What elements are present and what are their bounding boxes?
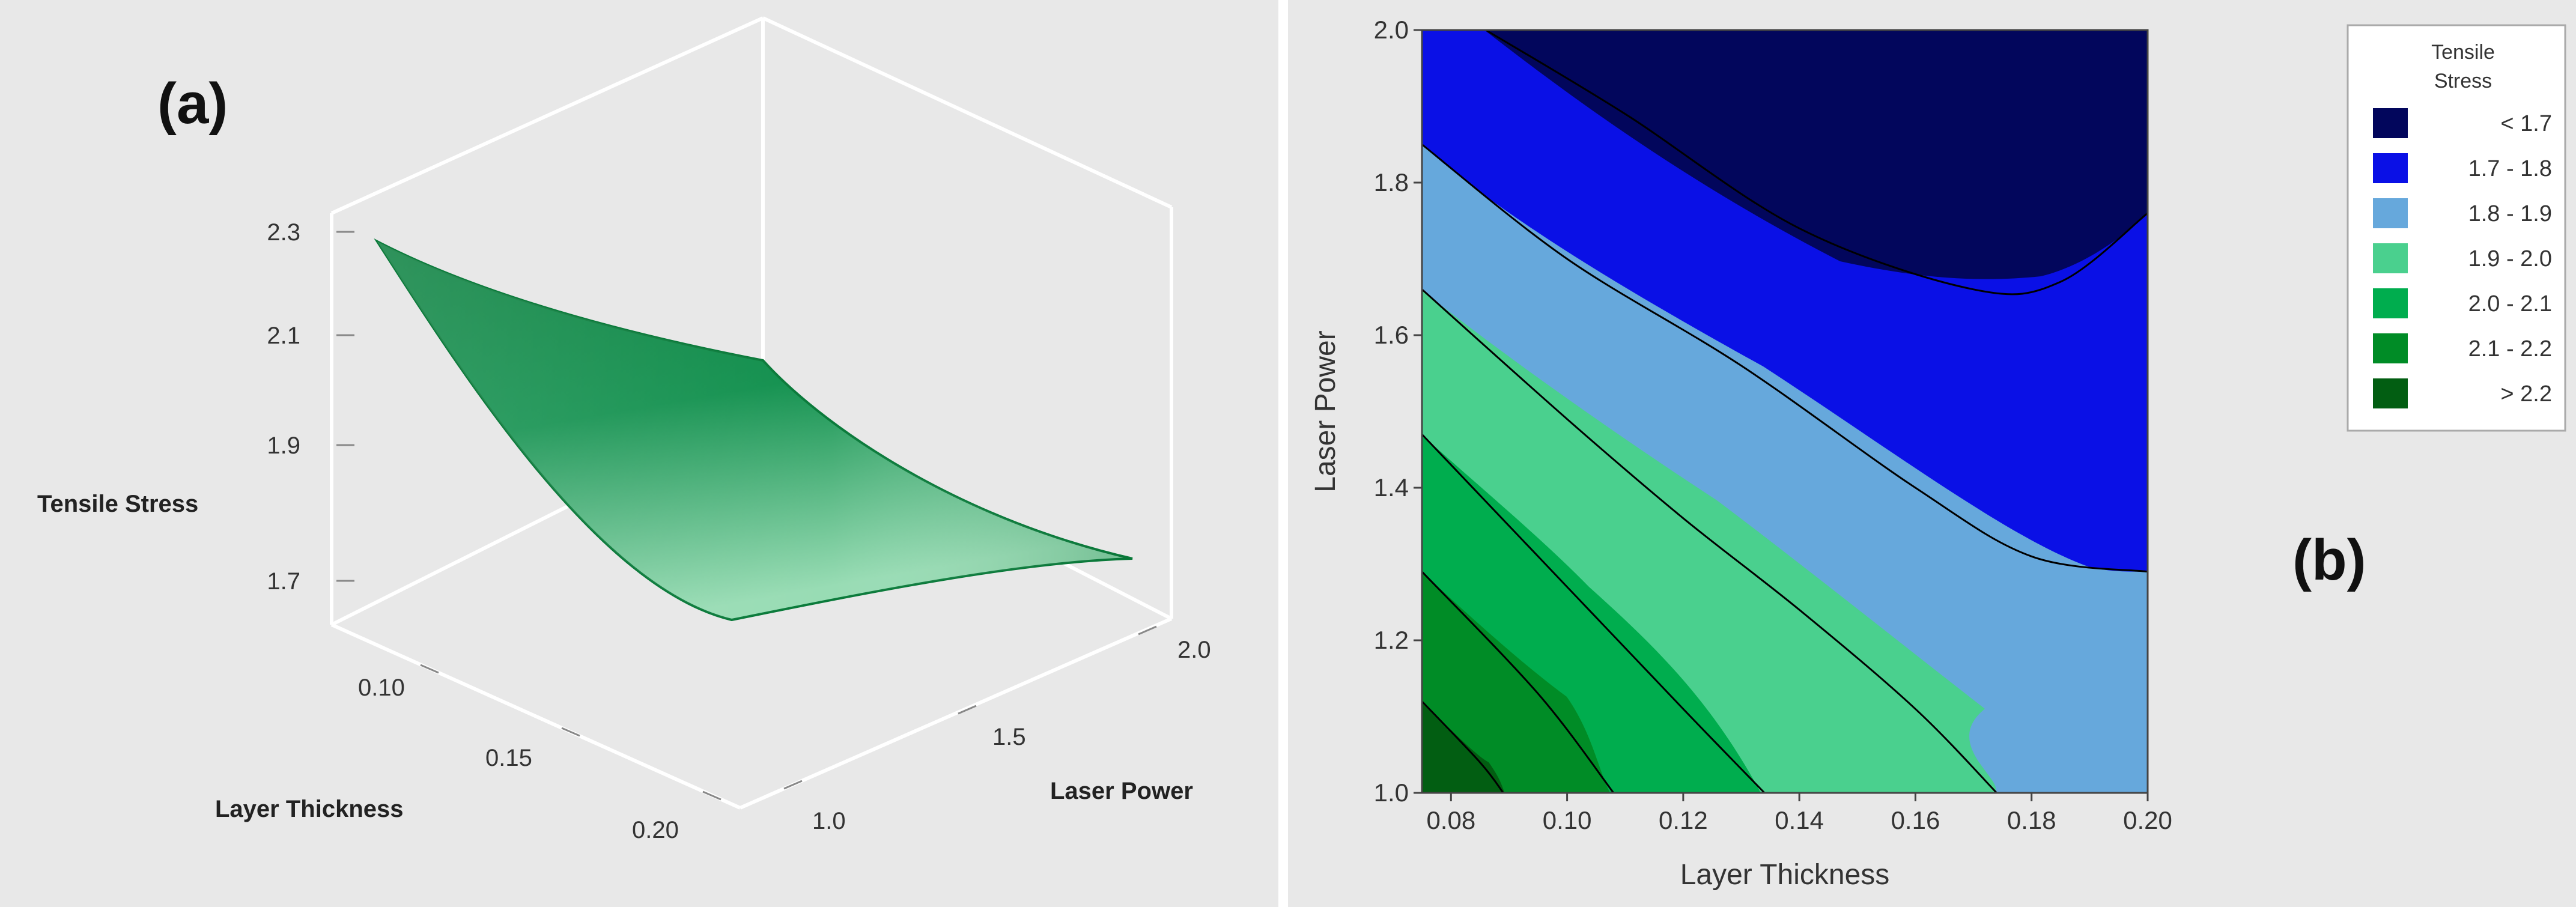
panel-label-a: (a): [157, 71, 228, 136]
contour-plot-area: [1421, 29, 2149, 794]
legend-label: < 1.7: [2500, 111, 2552, 136]
contour-x-tick-label: 0.18: [2007, 806, 2056, 834]
surface-y-ticks: [783, 625, 1157, 790]
panel-label-b: (b): [2292, 528, 2366, 592]
contour-x-tick-label: 0.08: [1426, 806, 1475, 834]
legend-label: 1.8 - 1.9: [2468, 201, 2552, 226]
contour-y-tick-label: 1.6: [1374, 321, 1409, 349]
legend-label: > 2.2: [2500, 381, 2552, 407]
x-tick-label: 0.20: [632, 817, 679, 843]
contour-y-tick-label: 1.8: [1374, 168, 1409, 196]
legend-swatch: [2373, 378, 2408, 408]
z-axis-label: Tensile Stress: [37, 491, 198, 517]
legend-swatch: [2373, 153, 2408, 183]
contour-line-1.7: [1485, 29, 2148, 296]
z-tick-label: 1.7: [267, 568, 300, 595]
legend: Tensile Stress < 1.7 1.7 - 1.8 1.8 - 1.9 1.…: [2347, 24, 2566, 432]
legend-swatch: [2373, 243, 2408, 273]
contour-y-tick-label: 1.4: [1374, 473, 1409, 502]
contour-frame: [1421, 29, 2149, 794]
contour-band-2.1-2.2: [1422, 572, 1610, 793]
surface-shading: [377, 241, 1132, 620]
contour-x-tick-label: 0.20: [2123, 806, 2172, 834]
surface-x-ticks: [420, 664, 721, 801]
contour-band-above-2.2: [1422, 702, 1505, 793]
contour-axis-ticks: 0.08 0.10 0.12 0.14 0.16 0.18 0.20 1.0 1.2 1.4 1.6…: [1374, 16, 2172, 834]
legend-label: 2.0 - 2.1: [2468, 291, 2552, 317]
contour-y-tick-label: 1.0: [1374, 778, 1409, 807]
x-axis-label: Layer Thickness: [215, 796, 404, 822]
contour-line-2.2: [1421, 700, 1504, 793]
contour-y-tick-label: 2.0: [1374, 16, 1409, 44]
y-tick-label: 2.0: [1177, 637, 1211, 663]
legend-swatch: [2373, 108, 2408, 138]
z-tick-label: 2.3: [267, 219, 300, 246]
panel-divider: [1278, 0, 1288, 907]
z-tick-label: 2.1: [267, 323, 300, 349]
contour-line-2.1: [1421, 571, 1615, 793]
contour-y-tick-label: 1.2: [1374, 626, 1409, 654]
legend-label: 1.7 - 1.8: [2468, 156, 2552, 181]
legend-swatch: [2373, 198, 2408, 228]
surface-z-ticks: [336, 231, 354, 582]
contour-line-1.8: [1421, 144, 2148, 573]
y-tick-label: 1.5: [992, 724, 1026, 750]
legend-title-line-1: Tensile: [2431, 41, 2495, 64]
legend-label: 2.1 - 2.2: [2468, 336, 2552, 362]
contour-x-tick-label: 0.16: [1891, 806, 1940, 834]
surface-plot-panel: 2.3 2.1 1.9 1.7 0.10 0.15 0.20 1.0 1.5 2…: [0, 0, 1278, 907]
legend-label: 1.9 - 2.0: [2468, 246, 2552, 271]
contour-lines: [1421, 29, 2148, 794]
y-axis-label: Laser Power: [1050, 778, 1193, 804]
contour-plot-panel: 0.08 0.10 0.12 0.14 0.16 0.18 0.20 1.0 1.2 1.4 1.6…: [1288, 0, 2576, 907]
contour-x-tick-label: 0.10: [1543, 806, 1592, 834]
contour-line-2: [1421, 434, 1766, 794]
legend-title-line-2: Stress: [2434, 70, 2492, 93]
y-tick-label: 1.0: [812, 808, 846, 834]
contour-x-tick-label: 0.14: [1775, 806, 1824, 834]
contour-x-tick-label: 0.12: [1659, 806, 1708, 834]
contour-x-axis-label: Layer Thickness: [1680, 859, 1890, 891]
legend-swatch: [2373, 288, 2408, 318]
contour-line-1.9: [1421, 288, 1997, 794]
x-tick-label: 0.15: [485, 745, 532, 771]
x-tick-label: 0.10: [358, 675, 405, 701]
legend-swatch: [2373, 333, 2408, 363]
legend-items: < 1.7 1.7 - 1.8 1.8 - 1.9 1.9 - 2.0 2.0 - 2.…: [2373, 108, 2552, 408]
contour-y-axis-label: Laser Power: [1310, 330, 1341, 492]
z-tick-label: 1.9: [267, 432, 300, 459]
